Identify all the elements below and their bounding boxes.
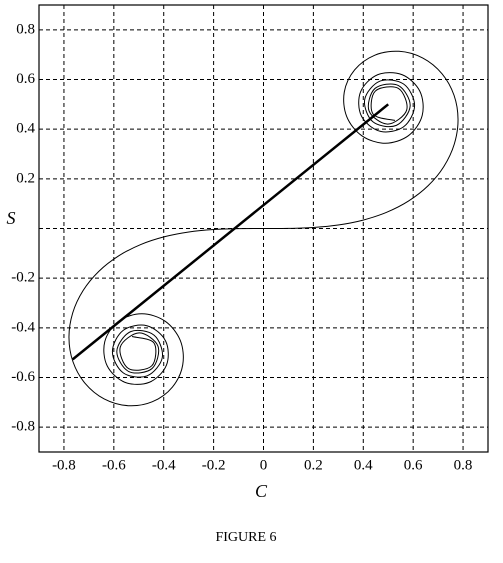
y-tick-label: 0.4: [16, 121, 35, 137]
y-tick-label: -0.4: [11, 319, 35, 335]
y-tick-label: -0.6: [11, 369, 35, 385]
y-axis-label: S: [7, 208, 16, 228]
y-tick-label: -0.2: [11, 270, 35, 286]
y-tick-label: -0.8: [11, 419, 35, 435]
x-tick-label: -0.4: [152, 457, 176, 473]
x-tick-label: 0: [260, 457, 268, 473]
y-tick-label: 0.6: [16, 71, 35, 87]
figure-caption: FIGURE 6: [215, 530, 276, 545]
x-tick-label: -0.6: [102, 457, 126, 473]
y-tick-label: 0.8: [16, 21, 35, 37]
x-tick-label: 0.6: [404, 457, 423, 473]
plot-area: [68, 50, 459, 407]
curve: [68, 50, 459, 407]
x-tick-label: 0.4: [354, 457, 373, 473]
x-tick-label: -0.8: [52, 457, 76, 473]
grid: [39, 5, 488, 452]
x-tick-label: 0.2: [304, 457, 323, 473]
curve: [71, 103, 390, 361]
x-axis-label: C: [255, 481, 268, 501]
x-tick-label: -0.2: [202, 457, 226, 473]
y-tick-label: 0.2: [16, 170, 35, 186]
plot-frame: [38, 4, 489, 453]
x-tick-label: 0.8: [454, 457, 473, 473]
